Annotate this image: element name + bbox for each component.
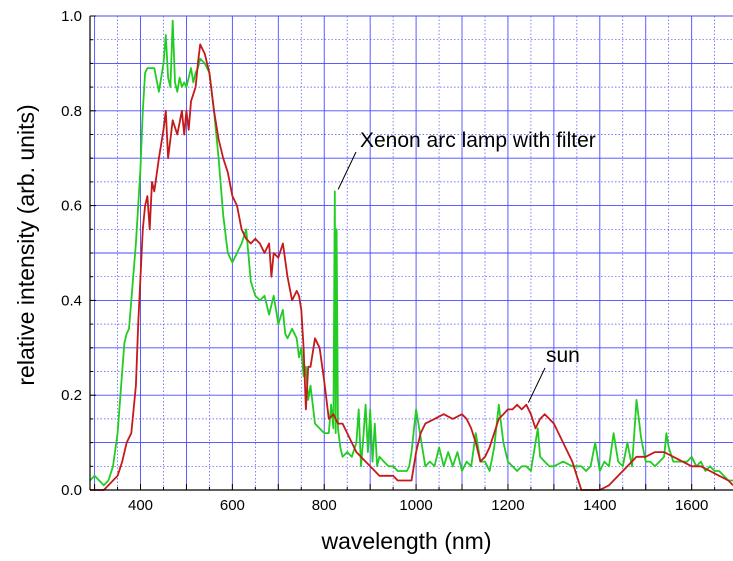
y-tick-label: 0.2 — [61, 387, 82, 404]
x-tick-label: 1600 — [675, 497, 708, 514]
annotation-leader-line — [337, 151, 357, 190]
annotations: Xenon arc lamp with filter sun — [337, 129, 596, 403]
x-axis-title: wavelength (nm) — [320, 528, 491, 554]
ticks: 400 600 800 1000 1200 1400 1600 0.0 0.2 0.4 0.6 0.8… — [61, 8, 716, 514]
annotation-leader-line — [527, 367, 546, 403]
y-tick-label: 0.0 — [61, 482, 82, 499]
y-tick-label: 0.6 — [61, 198, 82, 215]
x-tick-label: 600 — [220, 497, 245, 514]
x-tick-label: 1400 — [583, 497, 616, 514]
series-layer — [89, 19, 733, 491]
x-tick-label: 800 — [312, 497, 337, 514]
y-tick-label: 0.8 — [61, 103, 82, 120]
y-axis-title: relative intensity (arb. units) — [13, 104, 39, 385]
annotation-label: sun — [546, 344, 580, 367]
series-line-sun — [90, 43, 733, 491]
annotation-label: Xenon arc lamp with filter — [360, 129, 596, 152]
y-tick-label: 1.0 — [61, 8, 82, 25]
series-line-xenon — [89, 19, 733, 487]
y-tick-label: 0.4 — [61, 292, 82, 309]
x-tick-label: 1200 — [491, 497, 524, 514]
x-tick-label: 1000 — [399, 497, 432, 514]
x-tick-label: 400 — [128, 497, 153, 514]
